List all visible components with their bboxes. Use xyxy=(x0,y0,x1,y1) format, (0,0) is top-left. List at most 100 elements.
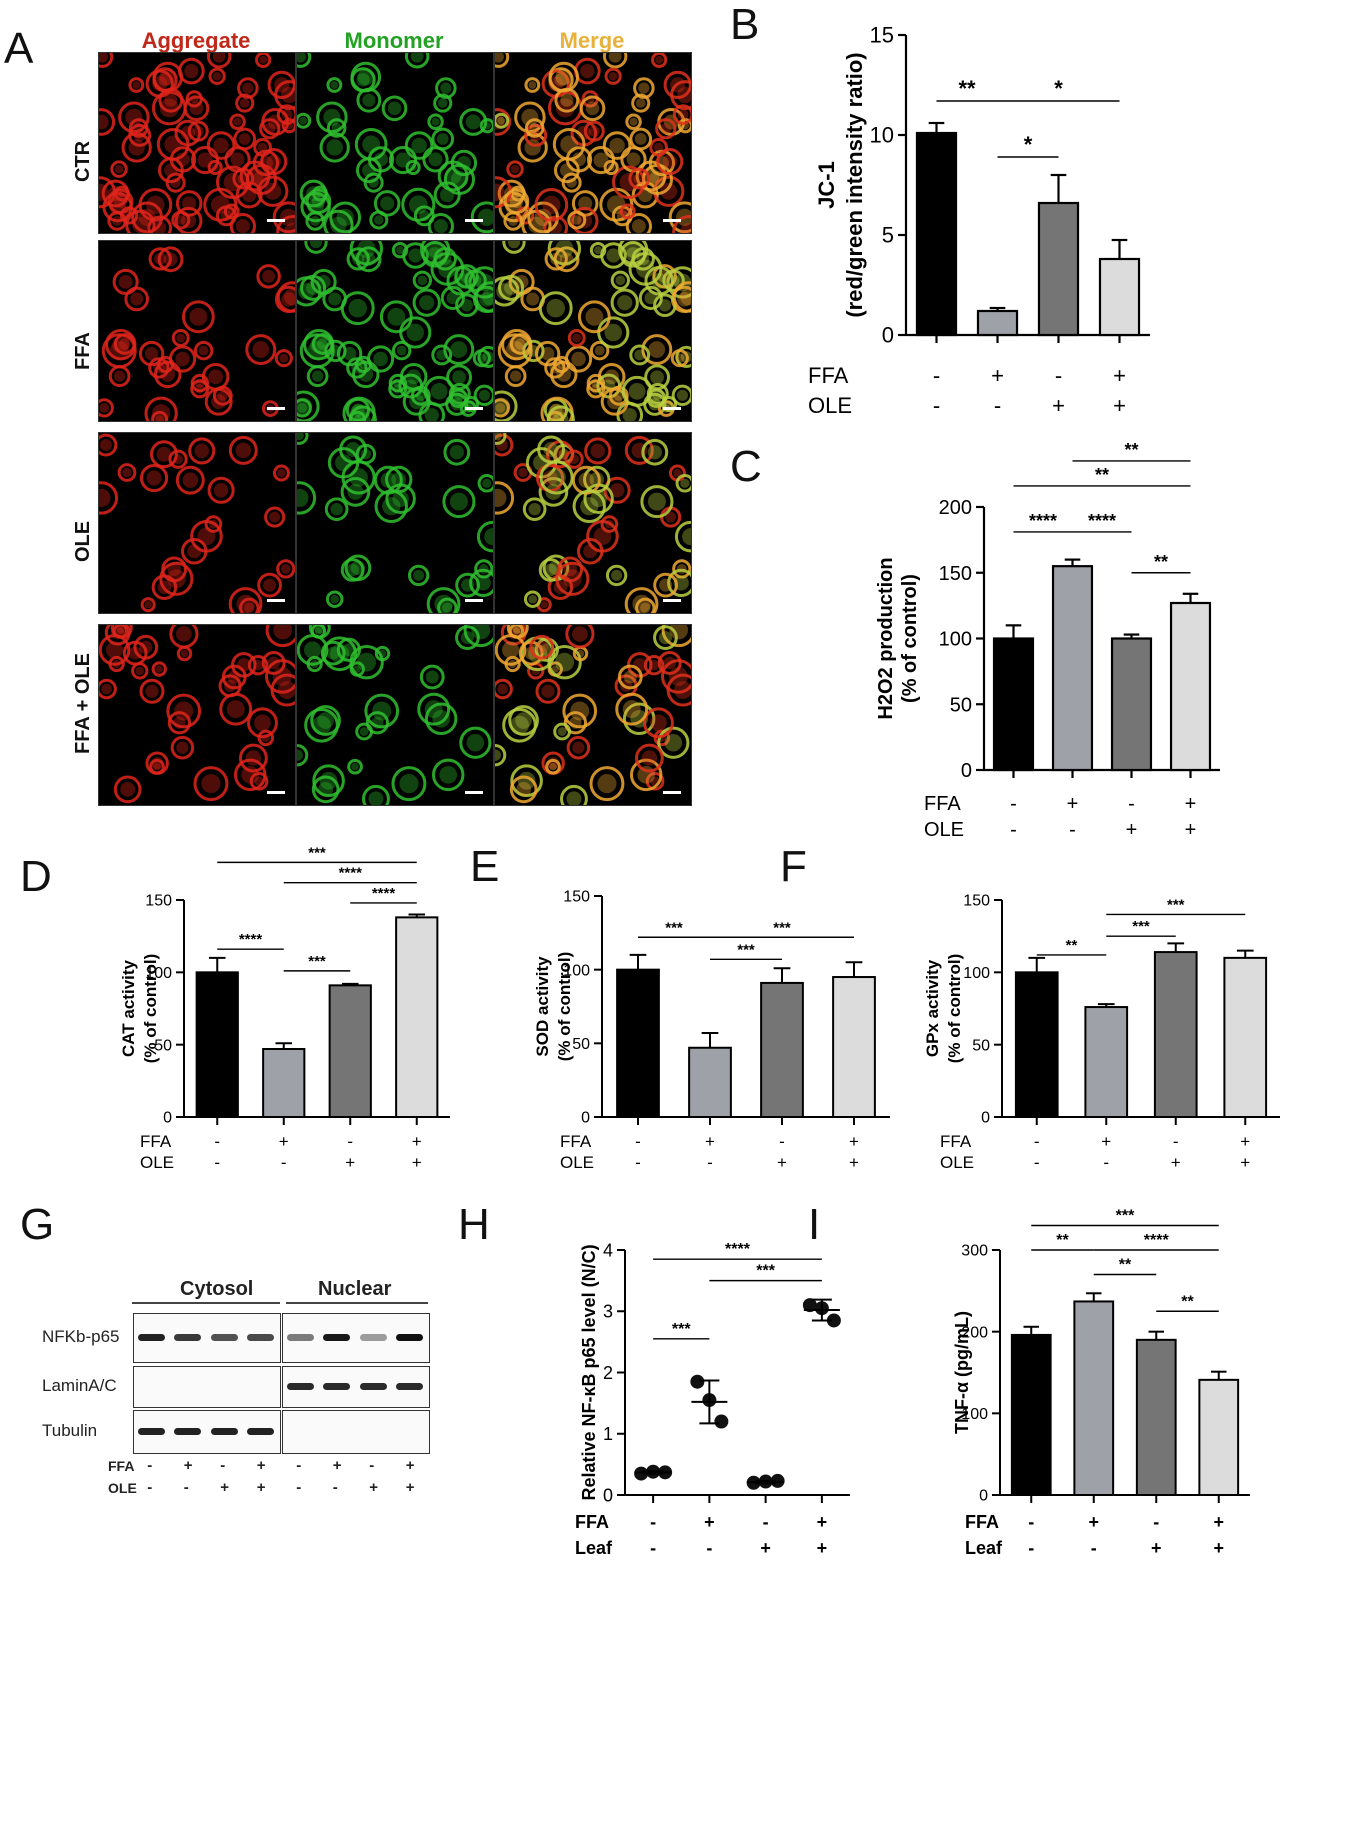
y-axis-label: GPx activity xyxy=(923,959,942,1057)
treatment-sign: - xyxy=(635,1153,641,1172)
y-axis-label: (% of control) xyxy=(945,954,964,1064)
treatment-sign: + xyxy=(1213,1538,1224,1558)
treatment-sign: + xyxy=(1113,393,1126,418)
y-axis-label: SOD activity xyxy=(533,956,552,1057)
blot-band xyxy=(359,1334,387,1341)
panel-letter-d: D xyxy=(20,852,52,901)
bar xyxy=(616,968,660,1118)
blot-treatment-sign: + xyxy=(405,1457,415,1474)
treatment-sign: - xyxy=(1091,1538,1097,1558)
panel-letter-g: G xyxy=(20,1200,55,1249)
y-tick-label: 0 xyxy=(961,760,972,782)
y-tick-label: 15 xyxy=(870,23,894,48)
blot-treatment-sign: - xyxy=(183,1479,189,1496)
treatment-label: FFA xyxy=(965,1512,999,1532)
y-tick-label: 150 xyxy=(939,563,972,585)
treatment-sign: + xyxy=(1185,793,1197,815)
blot-treatment-sign: - xyxy=(147,1479,153,1496)
scale-bar xyxy=(663,791,681,794)
treatment-sign: + xyxy=(1171,1153,1181,1172)
significance-label: *** xyxy=(737,941,755,958)
treatment-sign: - xyxy=(347,1132,353,1151)
treatment-sign: - xyxy=(635,1132,641,1151)
blot-treatment-sign: + xyxy=(256,1457,266,1474)
significance-label: **** xyxy=(372,885,396,902)
bar xyxy=(992,637,1035,772)
chart-e-sod: 0 50 100 150 *** *** *** SOD activity (% of cont… xyxy=(533,889,890,1172)
y-tick-label: 10 xyxy=(870,123,894,148)
treatment-label: OLE xyxy=(560,1153,594,1172)
panel-letter-a: A xyxy=(4,24,34,73)
bar xyxy=(1153,951,1198,1118)
blot-group-line xyxy=(132,1302,280,1304)
scale-bar xyxy=(267,219,285,222)
y-tick-label: 100 xyxy=(939,629,972,651)
treatment-label: FFA xyxy=(575,1512,609,1532)
treatment-sign: - xyxy=(1103,1153,1109,1172)
data-point xyxy=(802,1298,817,1313)
micrograph xyxy=(98,52,296,234)
blot-band xyxy=(359,1383,387,1390)
blot-band xyxy=(286,1334,314,1341)
significance-label: * xyxy=(1024,132,1033,157)
blot-band xyxy=(247,1334,275,1341)
treatment-sign: - xyxy=(1069,819,1076,841)
bar xyxy=(1084,1006,1129,1118)
y-tick-label: 300 xyxy=(961,1243,988,1260)
treatment-sign: + xyxy=(279,1132,289,1151)
blot-treatment-sign: + xyxy=(369,1479,379,1496)
significance-label: ** xyxy=(1066,937,1078,954)
y-tick-label: 100 xyxy=(563,962,590,979)
scale-bar xyxy=(465,599,483,602)
bar xyxy=(1051,565,1094,772)
blot-band xyxy=(174,1428,202,1435)
micrograph xyxy=(296,432,494,614)
y-tick-label: 50 xyxy=(572,1036,590,1053)
microscopy-row-label: FFA + OLE xyxy=(72,653,94,754)
treatment-sign: + xyxy=(849,1132,859,1151)
treatment-sign: + xyxy=(1067,793,1079,815)
significance-label: **** xyxy=(1088,511,1116,531)
treatment-label: FFA xyxy=(560,1132,592,1151)
micrograph xyxy=(98,240,296,422)
treatment-sign: + xyxy=(1213,1512,1224,1532)
treatment-sign: + xyxy=(817,1512,828,1532)
micrograph xyxy=(494,52,692,234)
significance-label: ** xyxy=(958,76,976,101)
blot-treatment-sign: + xyxy=(256,1479,266,1496)
treatment-sign: - xyxy=(281,1153,287,1172)
micrograph xyxy=(98,432,296,614)
blot-treatment-label: FFA xyxy=(108,1458,135,1474)
y-axis-label: (% of control) xyxy=(141,954,160,1064)
bar xyxy=(1073,1300,1115,1496)
blot-band xyxy=(210,1334,238,1341)
blot-row-label: LaminA/C xyxy=(42,1376,117,1395)
micrograph xyxy=(494,240,692,422)
treatment-sign: + xyxy=(817,1538,828,1558)
significance-label: *** xyxy=(1116,1208,1135,1225)
treatment-sign: + xyxy=(704,1512,715,1532)
microscopy-row-label: CTR xyxy=(72,140,94,182)
significance-label: ** xyxy=(1056,1232,1069,1249)
treatment-sign: - xyxy=(763,1512,769,1532)
blot-band xyxy=(323,1383,351,1390)
blot-group-label: Cytosol xyxy=(180,1278,254,1300)
treatment-sign: + xyxy=(777,1153,787,1172)
y-tick-label: 150 xyxy=(963,893,990,910)
treatment-sign: - xyxy=(1153,1512,1159,1532)
y-tick-label: 150 xyxy=(563,889,590,906)
microscopy-column-title: Merge xyxy=(559,28,625,53)
treatment-label: OLE xyxy=(940,1153,974,1172)
significance-label: *** xyxy=(308,953,326,970)
blot-band xyxy=(137,1334,165,1341)
significance-label: ** xyxy=(1181,1293,1194,1310)
blot-band xyxy=(174,1334,202,1341)
treatment-sign: - xyxy=(1034,1132,1040,1151)
blot-treatment-sign: - xyxy=(296,1457,302,1474)
significance-label: ** xyxy=(1095,465,1109,485)
blot-row-label: Tubulin xyxy=(42,1421,98,1440)
scale-bar xyxy=(267,791,285,794)
